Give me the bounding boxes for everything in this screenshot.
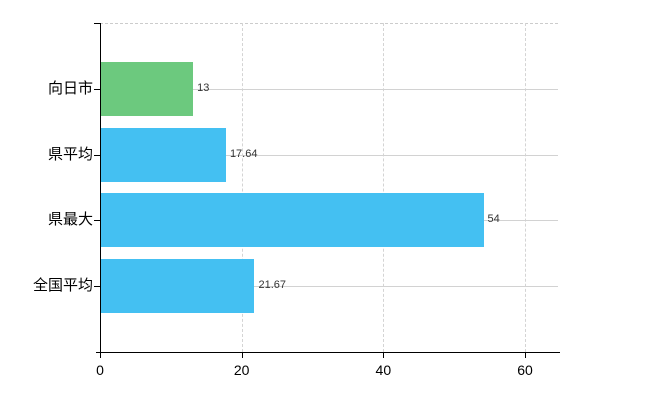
x-tick-label: 20 [233,362,250,378]
bar-value-label: 17.64 [229,147,258,160]
gridline-horizontal [100,88,558,90]
category-label: 全国平均 [32,277,93,295]
y-axis-line [100,23,101,352]
x-tick-label: 60 [517,362,533,378]
x-axis-tick [241,352,243,358]
category-label: 県最大 [47,211,93,229]
bar-3 [101,193,484,248]
gridline-vertical [525,23,526,352]
gridline-horizontal [100,286,558,288]
bar-value-label: 13 [197,81,210,94]
gridline-horizontal [100,154,558,156]
x-tick-label: 0 [96,362,104,378]
x-axis-tick [525,352,526,358]
category-label: 向日市 [47,79,93,97]
y-axis-tick [94,23,100,24]
bar-2 [101,127,226,182]
x-axis-tick [383,352,385,358]
y-axis-tick [94,88,100,90]
bar-1 [101,61,194,116]
gridline-vertical [383,23,385,352]
x-tick-label: 40 [375,362,392,378]
y-axis-tick [94,220,100,222]
bar-4 [101,259,255,314]
x-axis-tick [100,352,101,358]
bar-value-label: 54 [487,213,500,226]
y-axis-tick [94,286,100,288]
y-axis-tick [94,154,100,156]
bar-value-label: 21.67 [258,279,287,292]
x-axis-line [96,352,560,353]
category-label: 県平均 [47,145,93,163]
plot-area [100,23,558,352]
gridline-vertical [241,23,243,352]
